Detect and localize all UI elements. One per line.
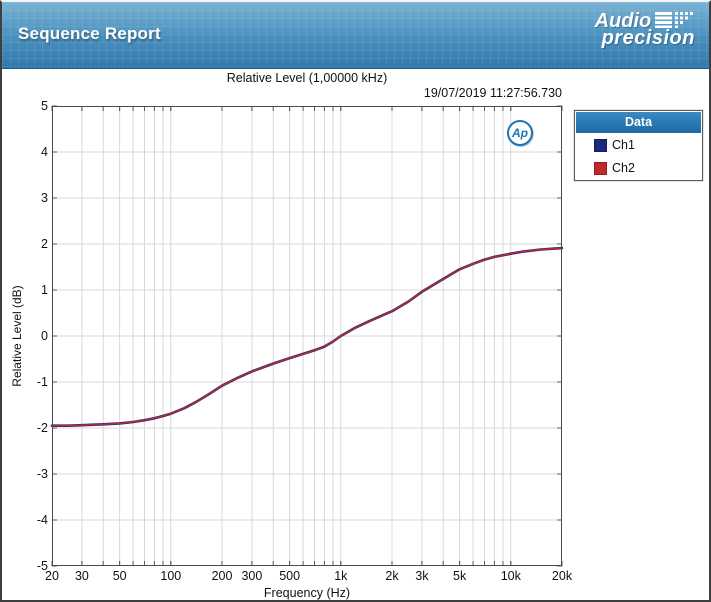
brand-word-precision: precision — [601, 27, 695, 49]
x-tick-label: 30 — [74, 569, 89, 583]
legend-item-label: Ch2 — [612, 161, 635, 175]
timestamp: 19/07/2019 11:27:56.730 — [423, 86, 562, 100]
legend-item: Ch1 — [576, 134, 701, 156]
x-tick-label: 20k — [551, 569, 573, 583]
x-tick-label: 100 — [160, 569, 182, 583]
y-tick-label: 4 — [41, 145, 48, 159]
legend-items: Ch1 Ch2 — [576, 134, 701, 179]
audio-precision-logo: Audio precision — [595, 11, 695, 48]
series-Ch1 — [50, 246, 564, 427]
y-tick-label: 5 — [41, 99, 48, 113]
y-tick-label: -2 — [36, 421, 48, 435]
y-tick-label: -4 — [36, 513, 48, 527]
ap-watermark-text: Ap — [512, 126, 528, 140]
legend-color-chip — [594, 138, 607, 152]
legend-item: Ch2 — [576, 157, 701, 179]
chart-title: Relative Level (1,00000 kHz) — [226, 71, 388, 85]
legend-title: Data — [576, 112, 701, 133]
x-tick-label: 2k — [385, 569, 399, 583]
x-tick-label: 3k — [415, 569, 429, 583]
brand-word-audio: Audio — [594, 10, 652, 32]
legend-item-label: Ch1 — [612, 138, 635, 152]
x-axis-label: Frequency (Hz) — [263, 586, 351, 600]
legend-color-chip — [594, 161, 607, 175]
y-tick-label: 3 — [41, 191, 48, 205]
x-tick-label: 1k — [334, 569, 348, 583]
equalizer-bars-icon — [655, 12, 694, 28]
x-tick-label: 500 — [279, 569, 301, 583]
y-tick-label: 0 — [41, 329, 48, 343]
y-tick-label: 2 — [41, 237, 48, 251]
x-tick-label: 10k — [500, 569, 521, 583]
page-title: Sequence Report — [18, 24, 161, 43]
y-tick-label: -3 — [36, 467, 48, 481]
frequency-response-chart — [50, 105, 564, 567]
x-tick-label: 300 — [241, 569, 263, 583]
y-tick-label: -5 — [36, 559, 48, 573]
x-tick-label: 50 — [112, 569, 127, 583]
ap-watermark-icon: Ap — [507, 120, 533, 146]
legend: Data Ch1 Ch2 — [574, 110, 703, 181]
x-tick-label: 5k — [453, 569, 467, 583]
y-tick-label: 1 — [41, 283, 48, 297]
series-Ch2 — [51, 247, 563, 427]
plot-area: Ap — [50, 105, 564, 567]
x-tick-label: 200 — [211, 569, 233, 583]
banner: Sequence Report Audio precision — [2, 2, 709, 69]
y-tick-label: -1 — [36, 375, 48, 389]
x-tick-label: 20 — [45, 569, 59, 583]
